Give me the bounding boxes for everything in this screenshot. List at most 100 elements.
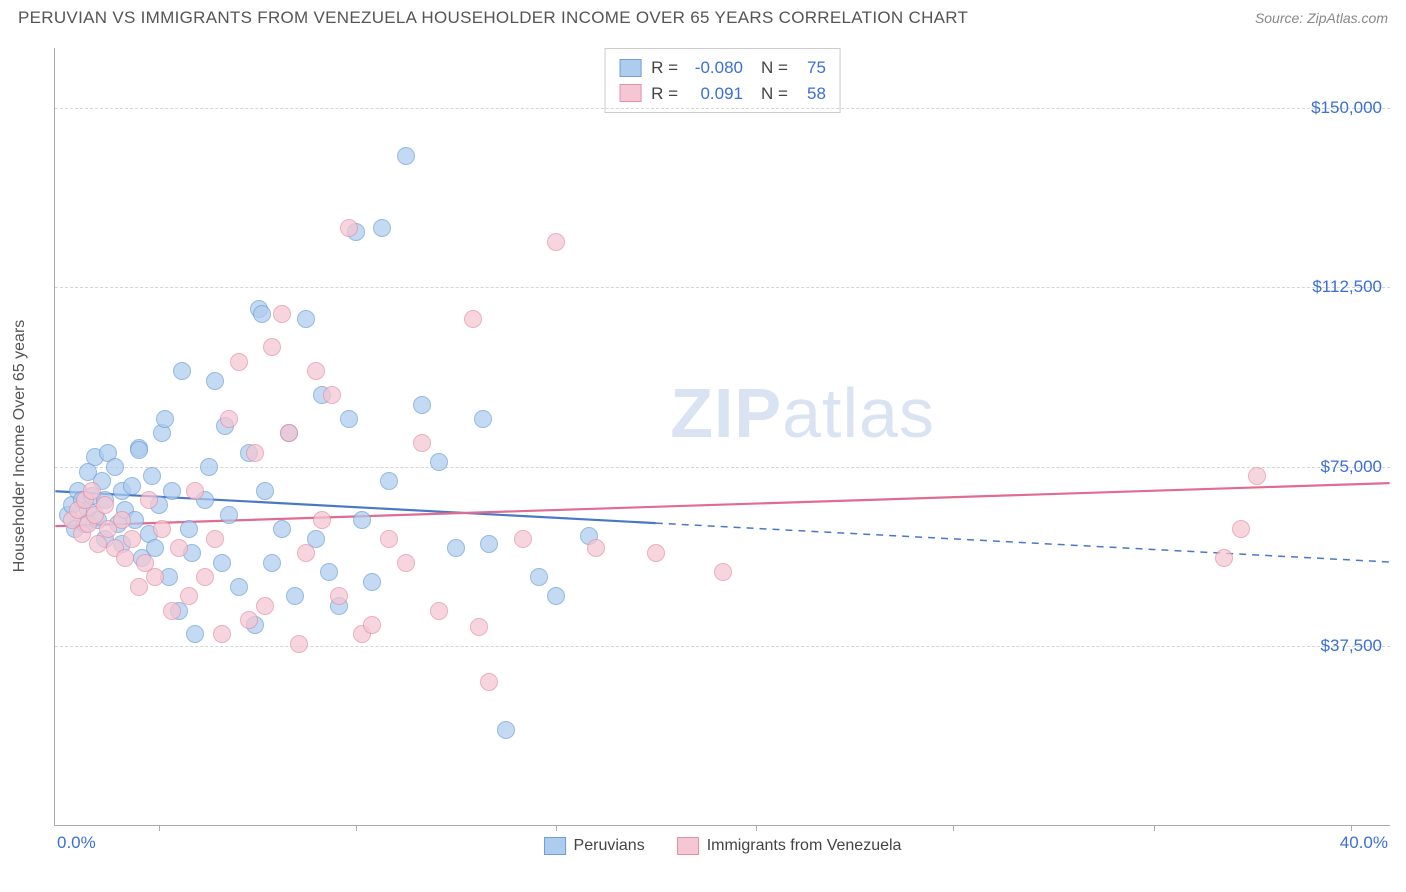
y-axis-label: Householder Income Over 65 years	[11, 320, 29, 573]
data-point	[340, 410, 358, 428]
data-point	[220, 506, 238, 524]
data-point	[143, 467, 161, 485]
trend-lines-layer	[55, 48, 1390, 825]
data-point	[290, 635, 308, 653]
r-value: -0.080	[688, 55, 743, 81]
n-label: N =	[761, 55, 788, 81]
data-point	[497, 721, 515, 739]
data-point	[413, 396, 431, 414]
data-point	[430, 602, 448, 620]
n-value: 58	[798, 81, 826, 107]
data-point	[173, 362, 191, 380]
source-attribution: Source: ZipAtlas.com	[1255, 10, 1388, 26]
legend-row: R =0.091N =58	[619, 81, 826, 107]
data-point	[363, 616, 381, 634]
data-point	[380, 472, 398, 490]
data-point	[130, 578, 148, 596]
data-point	[273, 520, 291, 538]
data-point	[547, 587, 565, 605]
data-point	[163, 482, 181, 500]
n-value: 75	[798, 55, 826, 81]
x-tick-label-min: 0.0%	[57, 833, 96, 853]
data-point	[123, 530, 141, 548]
data-point	[330, 587, 348, 605]
data-point	[200, 458, 218, 476]
data-point	[113, 511, 131, 529]
y-tick-label: $37,500	[1321, 636, 1382, 656]
y-tick-label: $112,500	[1312, 277, 1382, 297]
data-point	[256, 482, 274, 500]
gridline	[55, 467, 1390, 468]
data-point	[313, 511, 331, 529]
data-point	[186, 482, 204, 500]
x-tick	[756, 825, 757, 831]
data-point	[297, 544, 315, 562]
data-point	[447, 539, 465, 557]
legend-swatch	[619, 59, 641, 77]
data-point	[263, 554, 281, 572]
data-point	[363, 573, 381, 591]
data-point	[530, 568, 548, 586]
data-point	[470, 618, 488, 636]
x-tick	[159, 825, 160, 831]
data-point	[1232, 520, 1250, 538]
data-point	[170, 539, 188, 557]
data-point	[140, 491, 158, 509]
data-point	[96, 496, 114, 514]
data-point	[206, 372, 224, 390]
watermark-bold: ZIP	[670, 374, 782, 452]
data-point	[230, 578, 248, 596]
x-tick	[1351, 825, 1352, 831]
chart-plot-area: ZIPatlas R =-0.080N =75R =0.091N =58 Per…	[54, 48, 1390, 826]
data-point	[587, 539, 605, 557]
data-point	[146, 568, 164, 586]
data-point	[106, 458, 124, 476]
y-tick-label: $150,000	[1311, 98, 1382, 118]
data-point	[263, 338, 281, 356]
data-point	[514, 530, 532, 548]
data-point	[397, 554, 415, 572]
legend-item: Peruvians	[544, 837, 645, 855]
data-point	[246, 444, 264, 462]
data-point	[186, 625, 204, 643]
data-point	[397, 147, 415, 165]
data-point	[213, 625, 231, 643]
x-tick	[356, 825, 357, 831]
data-point	[180, 520, 198, 538]
data-point	[464, 310, 482, 328]
data-point	[213, 554, 231, 572]
data-point	[240, 611, 258, 629]
data-point	[220, 410, 238, 428]
gridline	[55, 287, 1390, 288]
data-point	[373, 219, 391, 237]
data-point	[256, 597, 274, 615]
legend-label: Immigrants from Venezuela	[707, 837, 902, 855]
data-point	[430, 453, 448, 471]
data-point	[273, 305, 291, 323]
legend-label: Peruvians	[574, 837, 645, 855]
data-point	[280, 424, 298, 442]
chart-title: PERUVIAN VS IMMIGRANTS FROM VENEZUELA HO…	[18, 8, 968, 28]
data-point	[206, 530, 224, 548]
trend-line-dashed	[656, 523, 1390, 562]
data-point	[413, 434, 431, 452]
legend-item: Immigrants from Venezuela	[677, 837, 902, 855]
data-point	[307, 362, 325, 380]
r-label: R =	[651, 55, 678, 81]
legend-swatch	[544, 837, 566, 855]
legend-swatch	[619, 84, 641, 102]
data-point	[480, 535, 498, 553]
data-point	[156, 410, 174, 428]
data-point	[180, 587, 198, 605]
data-point	[353, 511, 371, 529]
data-point	[297, 310, 315, 328]
data-point	[163, 602, 181, 620]
y-tick-label: $75,000	[1321, 457, 1382, 477]
data-point	[320, 563, 338, 581]
correlation-legend: R = -0.080 N = 75R =0.091N =58	[604, 48, 841, 113]
x-tick	[953, 825, 954, 831]
data-point	[130, 441, 148, 459]
gridline	[55, 108, 1390, 109]
data-point	[116, 549, 134, 567]
data-point	[323, 386, 341, 404]
